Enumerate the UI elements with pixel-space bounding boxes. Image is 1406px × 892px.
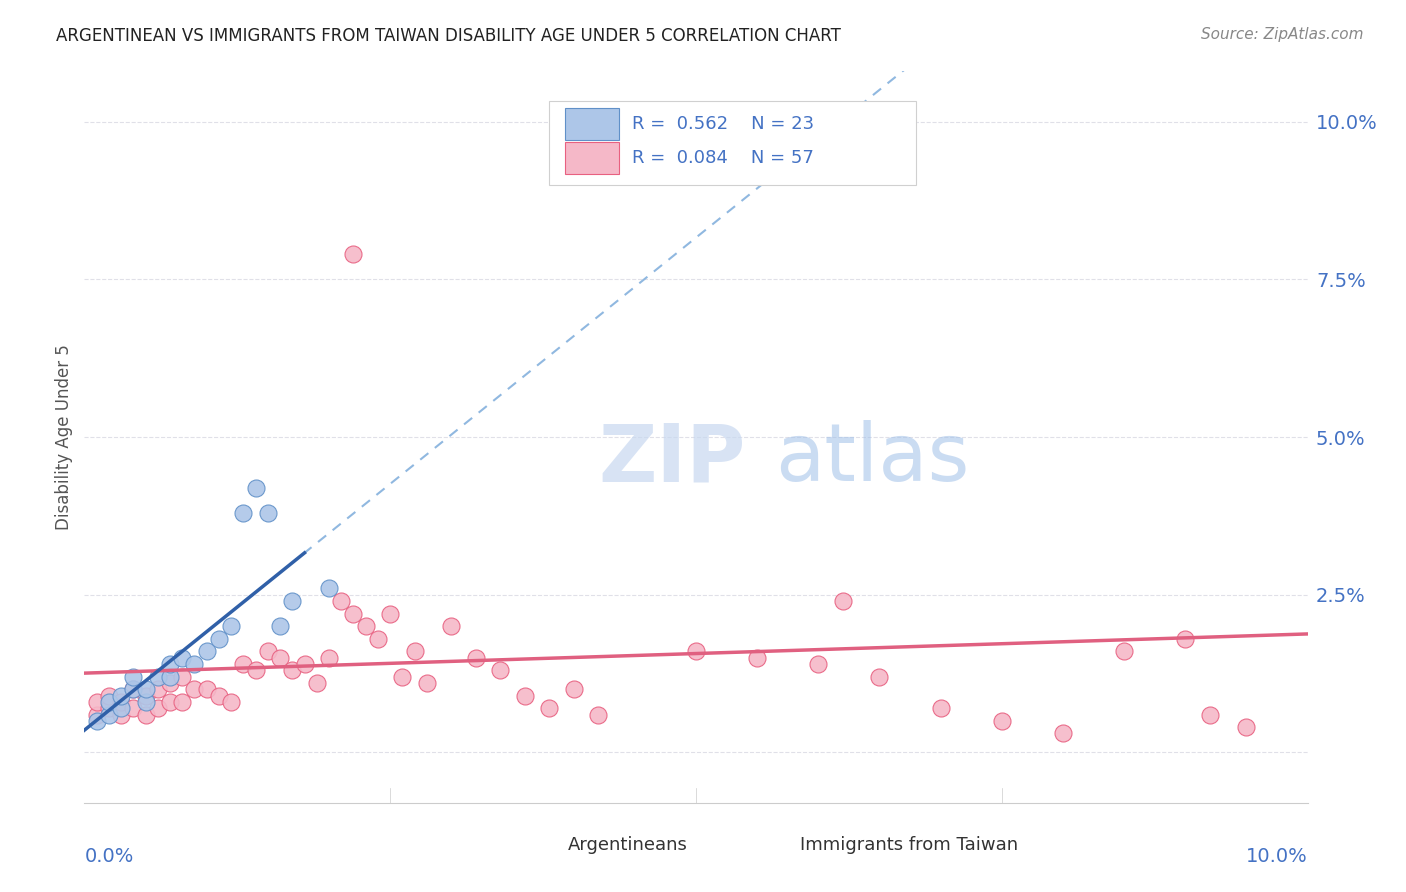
Point — [110, 695, 132, 709]
Point — [183, 682, 205, 697]
Point — [294, 657, 316, 671]
Point — [929, 701, 952, 715]
Point — [122, 682, 145, 697]
Point — [416, 676, 439, 690]
Point — [135, 707, 157, 722]
Point — [97, 695, 120, 709]
Point — [110, 701, 132, 715]
Point — [586, 707, 609, 722]
Point — [219, 695, 242, 709]
Point — [195, 644, 218, 658]
Point — [183, 657, 205, 671]
Point — [245, 664, 267, 678]
Point — [122, 682, 145, 697]
Point — [86, 695, 108, 709]
Point — [1114, 644, 1136, 658]
Point — [208, 689, 231, 703]
Point — [831, 594, 853, 608]
Point — [354, 619, 377, 633]
Text: 0.0%: 0.0% — [84, 847, 134, 866]
Point — [538, 701, 561, 715]
Point — [172, 670, 194, 684]
Point — [135, 689, 157, 703]
Text: 10.0%: 10.0% — [1246, 847, 1308, 866]
Point — [135, 695, 157, 709]
Point — [159, 670, 181, 684]
Point — [269, 619, 291, 633]
Point — [245, 481, 267, 495]
Point — [685, 644, 707, 658]
Point — [342, 247, 364, 261]
Point — [232, 657, 254, 671]
Point — [146, 670, 169, 684]
Text: Immigrants from Taiwan: Immigrants from Taiwan — [800, 836, 1018, 855]
Y-axis label: Disability Age Under 5: Disability Age Under 5 — [55, 344, 73, 530]
Point — [391, 670, 413, 684]
Point — [562, 682, 585, 697]
Point — [440, 619, 463, 633]
Point — [159, 676, 181, 690]
Point — [97, 707, 120, 722]
Point — [172, 650, 194, 665]
Point — [97, 701, 120, 715]
Point — [342, 607, 364, 621]
Point — [135, 682, 157, 697]
Text: R =  0.084    N = 57: R = 0.084 N = 57 — [633, 149, 814, 167]
Point — [110, 689, 132, 703]
Point — [464, 650, 486, 665]
Point — [305, 676, 328, 690]
Point — [257, 506, 280, 520]
Text: atlas: atlas — [776, 420, 970, 498]
Point — [1236, 720, 1258, 734]
Point — [404, 644, 426, 658]
Text: R =  0.562    N = 23: R = 0.562 N = 23 — [633, 115, 814, 133]
Point — [807, 146, 830, 161]
Point — [330, 594, 353, 608]
Point — [318, 650, 340, 665]
Point — [281, 664, 304, 678]
Point — [86, 714, 108, 728]
Point — [807, 657, 830, 671]
Point — [232, 506, 254, 520]
Point — [159, 657, 181, 671]
Point — [122, 701, 145, 715]
Point — [97, 689, 120, 703]
Text: Argentineans: Argentineans — [568, 836, 688, 855]
Point — [1052, 726, 1074, 740]
Point — [122, 670, 145, 684]
FancyBboxPatch shape — [755, 833, 794, 857]
Text: Source: ZipAtlas.com: Source: ZipAtlas.com — [1201, 27, 1364, 42]
Point — [172, 695, 194, 709]
Point — [110, 707, 132, 722]
Point — [257, 644, 280, 658]
Point — [86, 707, 108, 722]
Point — [269, 650, 291, 665]
FancyBboxPatch shape — [565, 142, 619, 174]
Point — [219, 619, 242, 633]
FancyBboxPatch shape — [522, 833, 561, 857]
Point — [380, 607, 402, 621]
Point — [747, 650, 769, 665]
Point — [1174, 632, 1197, 646]
Point — [195, 682, 218, 697]
Point — [208, 632, 231, 646]
Point — [318, 582, 340, 596]
Point — [869, 670, 891, 684]
Text: ZIP: ZIP — [598, 420, 745, 498]
FancyBboxPatch shape — [565, 108, 619, 140]
Text: ARGENTINEAN VS IMMIGRANTS FROM TAIWAN DISABILITY AGE UNDER 5 CORRELATION CHART: ARGENTINEAN VS IMMIGRANTS FROM TAIWAN DI… — [56, 27, 841, 45]
Point — [513, 689, 536, 703]
Point — [146, 682, 169, 697]
Point — [489, 664, 512, 678]
Point — [281, 594, 304, 608]
Point — [991, 714, 1014, 728]
FancyBboxPatch shape — [550, 101, 917, 185]
Point — [367, 632, 389, 646]
Point — [159, 695, 181, 709]
Point — [1198, 707, 1220, 722]
Point — [146, 701, 169, 715]
